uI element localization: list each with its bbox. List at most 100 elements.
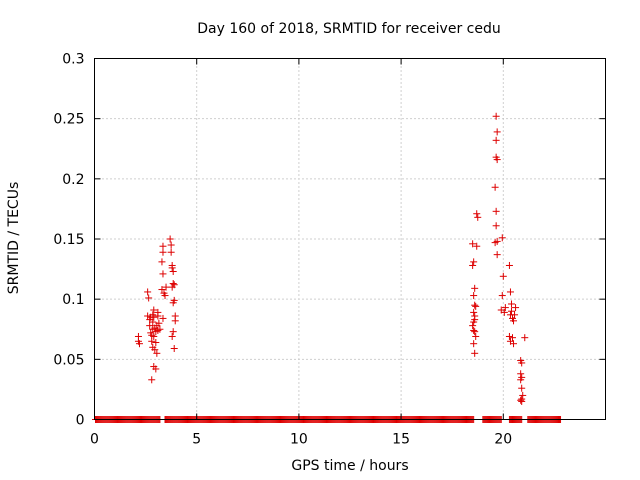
data-point (167, 241, 175, 249)
data-point (499, 272, 507, 280)
x-tick-label: 5 (192, 432, 201, 448)
data-point (470, 308, 478, 316)
data-point (498, 292, 506, 300)
data-point (156, 325, 164, 333)
data-point (168, 332, 176, 340)
data-point (166, 235, 174, 243)
data-point (493, 251, 501, 259)
data-point (148, 376, 156, 384)
data-point (170, 345, 178, 353)
data-point (151, 346, 159, 354)
y-axis-label: SRMTID / TECUs (6, 182, 22, 295)
y-tick-label: 0.1 (62, 292, 84, 308)
x-tick-label: 10 (290, 432, 308, 448)
data-point (471, 301, 479, 309)
data-point (521, 334, 529, 342)
data-point (517, 396, 525, 404)
data-point (168, 264, 176, 272)
data-point (512, 304, 520, 312)
data-point (470, 292, 478, 300)
data-point (506, 288, 514, 296)
data-point (493, 156, 501, 164)
data-point (470, 340, 478, 348)
data-point (492, 207, 500, 215)
x-tick-label: 15 (392, 432, 410, 448)
data-point (519, 391, 527, 399)
y-tick-label: 0.05 (53, 352, 84, 368)
data-point (159, 270, 167, 278)
data-point (473, 242, 481, 250)
x-tick-label: 20 (494, 432, 512, 448)
data-point (170, 281, 178, 289)
x-tick-label: 0 (90, 432, 99, 448)
data-point (159, 242, 167, 250)
axis-ticks: 0 5 10 15 20 0 0.05 0.1 0.15 0.2 0.25 0.3 (53, 52, 606, 448)
data-point (152, 365, 160, 373)
data-point (150, 306, 158, 314)
data-point (470, 258, 478, 266)
data-point (507, 307, 515, 315)
data-point (497, 306, 505, 314)
data-point (153, 322, 161, 330)
data-point (149, 311, 157, 319)
y-tick-label: 0.25 (53, 112, 84, 128)
data-point (473, 210, 481, 218)
data-point (158, 258, 166, 266)
data-point (167, 248, 175, 256)
data-point (501, 304, 509, 312)
data-point (510, 340, 518, 348)
data-point (146, 322, 154, 330)
data-point (518, 397, 526, 405)
data-point (491, 183, 499, 191)
data-point (144, 288, 152, 296)
data-point (150, 332, 158, 340)
data-point (158, 286, 166, 294)
data-point (145, 294, 153, 302)
y-tick-label: 0.2 (62, 172, 84, 188)
data-point (517, 376, 525, 384)
data-point (518, 359, 526, 367)
data-point (491, 239, 499, 247)
data-point (474, 213, 482, 221)
data-point (169, 280, 177, 288)
y-tick-label: 0 (76, 413, 85, 429)
data-point (171, 317, 179, 325)
data-point (492, 222, 500, 230)
data-point (169, 299, 177, 307)
data-point (134, 337, 142, 345)
data-point (518, 384, 526, 392)
data-point (154, 308, 162, 316)
data-point (472, 302, 480, 310)
data-point (492, 112, 500, 120)
data-point (469, 240, 477, 248)
data-point (505, 261, 513, 269)
data-point (517, 370, 525, 378)
data-point (169, 267, 177, 275)
data-point (469, 322, 477, 330)
data-point (498, 234, 506, 242)
data-point (471, 284, 479, 292)
data-point (492, 136, 500, 144)
data-point (471, 349, 479, 357)
data-point (471, 328, 479, 336)
data-point (159, 314, 167, 322)
y-tick-label: 0.3 (62, 52, 84, 68)
data-point (159, 248, 167, 256)
data-point (162, 283, 170, 291)
data-point (472, 332, 480, 340)
data-point (508, 334, 516, 342)
data-points (134, 112, 529, 405)
data-point (161, 292, 169, 300)
data-point (148, 337, 156, 345)
x-axis-label: GPS time / hours (291, 458, 408, 474)
data-point (152, 338, 160, 346)
data-point (507, 300, 515, 308)
data-point (469, 261, 477, 269)
grid (94, 58, 606, 420)
data-point (470, 326, 478, 334)
data-point (511, 311, 519, 319)
data-point (505, 332, 513, 340)
data-point (144, 312, 152, 320)
